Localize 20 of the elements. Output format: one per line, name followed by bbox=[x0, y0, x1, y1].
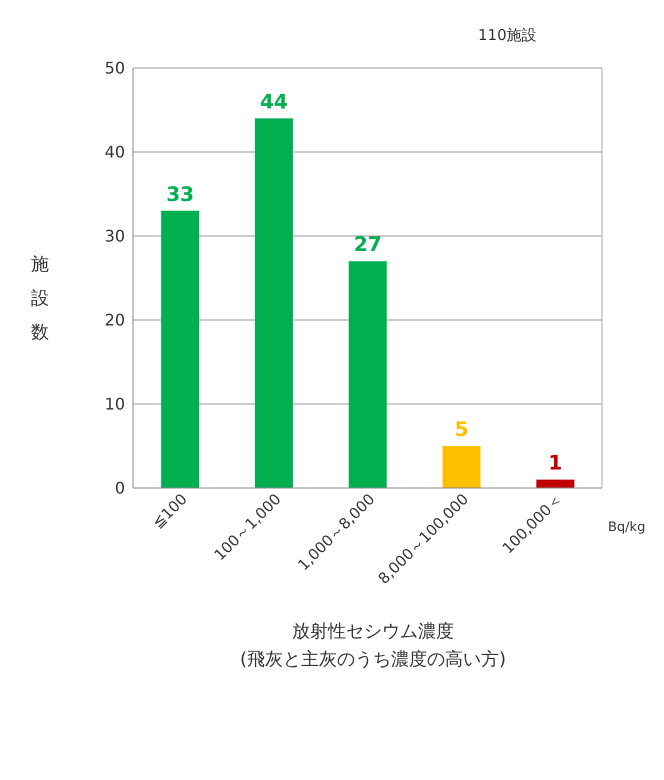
data-label: 1 bbox=[548, 450, 562, 475]
y-tick-label: 40 bbox=[104, 142, 125, 162]
text: 110施設 bbox=[478, 26, 537, 45]
y-axis-title: 施設数 bbox=[30, 253, 50, 345]
bar bbox=[442, 446, 481, 488]
y-tick-label: 30 bbox=[104, 226, 125, 246]
bar bbox=[161, 210, 200, 488]
data-label: 44 bbox=[260, 89, 288, 114]
x-axis-title: 放射性セシウム濃度 (飛灰と主灰のうち濃度の高い方) bbox=[238, 620, 508, 672]
data-label: 27 bbox=[354, 232, 382, 256]
bar bbox=[536, 480, 574, 488]
y-tick-label: 50 bbox=[104, 58, 125, 78]
y-tick-label: 10 bbox=[104, 394, 125, 414]
y-tick-label: 20 bbox=[104, 310, 125, 330]
bar bbox=[348, 261, 387, 488]
text: Bq/kg bbox=[608, 520, 646, 535]
y-tick-label: 0 bbox=[114, 478, 125, 498]
data-label: 33 bbox=[166, 182, 194, 206]
data-label: 5 bbox=[454, 417, 468, 441]
bar bbox=[254, 118, 293, 488]
